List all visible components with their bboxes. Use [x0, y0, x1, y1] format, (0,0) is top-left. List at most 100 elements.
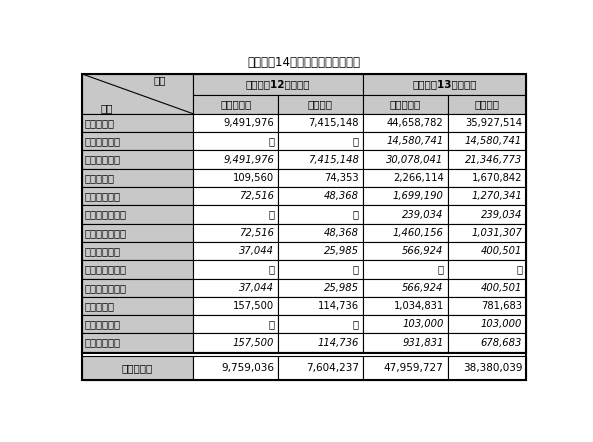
Bar: [193, 260, 278, 278]
Text: 国　　費: 国 費: [308, 99, 333, 110]
Text: －: －: [517, 264, 522, 274]
Text: 103,000: 103,000: [481, 320, 522, 329]
Bar: [193, 114, 278, 132]
Bar: [278, 150, 363, 169]
Text: 400,501: 400,501: [481, 246, 522, 256]
Bar: [363, 187, 448, 206]
Text: 48,368: 48,368: [324, 228, 359, 238]
Bar: [278, 132, 363, 150]
Text: 14,580,741: 14,580,741: [387, 136, 444, 146]
Bar: [193, 242, 278, 260]
Bar: [193, 315, 278, 334]
Text: 37,044: 37,044: [239, 246, 275, 256]
Text: 港　湾　等: 港 湾 等: [85, 301, 115, 311]
Bar: [448, 132, 526, 150]
Text: 漁港・海岸: 漁港・海岸: [85, 246, 121, 256]
Text: 合　　　計: 合 計: [122, 363, 153, 373]
Bar: [278, 334, 363, 352]
Bar: [82, 206, 193, 224]
Bar: [363, 297, 448, 315]
Bar: [448, 260, 526, 278]
Text: 25,985: 25,985: [324, 246, 359, 256]
Bar: [363, 206, 448, 224]
Bar: [82, 242, 193, 260]
Bar: [278, 278, 363, 297]
Text: 44,658,782: 44,658,782: [387, 118, 444, 128]
Bar: [448, 114, 526, 132]
Bar: [82, 224, 193, 242]
Text: 項目: 項目: [100, 103, 113, 113]
Text: 7,415,148: 7,415,148: [308, 155, 359, 164]
Bar: [448, 95, 526, 114]
Bar: [193, 132, 278, 150]
Bar: [278, 95, 363, 114]
Bar: [363, 356, 448, 380]
Bar: [82, 114, 193, 132]
Text: 1,460,156: 1,460,156: [393, 228, 444, 238]
Bar: [278, 224, 363, 242]
Text: 14,580,741: 14,580,741: [465, 136, 522, 146]
Text: 38,380,039: 38,380,039: [463, 363, 522, 373]
Text: 239,034: 239,034: [402, 210, 444, 220]
Text: 1,670,842: 1,670,842: [471, 173, 522, 183]
Bar: [363, 334, 448, 352]
Text: －: －: [353, 136, 359, 146]
Text: 直　　　轄: 直 轄: [85, 136, 121, 146]
Bar: [278, 356, 363, 380]
Bar: [363, 260, 448, 278]
Text: －: －: [353, 210, 359, 220]
Bar: [363, 132, 448, 150]
Bar: [82, 334, 193, 352]
Bar: [448, 297, 526, 315]
Bar: [193, 278, 278, 297]
Text: 157,500: 157,500: [233, 301, 275, 311]
Bar: [278, 315, 363, 334]
Bar: [193, 169, 278, 187]
Bar: [278, 297, 363, 315]
Text: －: －: [268, 320, 275, 329]
Text: 補　　　助: 補 助: [85, 283, 127, 293]
Bar: [193, 334, 278, 352]
Text: 72,516: 72,516: [239, 228, 275, 238]
Bar: [278, 169, 363, 187]
Text: 21,346,773: 21,346,773: [465, 155, 522, 164]
Bar: [82, 315, 193, 334]
Bar: [363, 74, 526, 95]
Bar: [193, 74, 363, 95]
Bar: [82, 260, 193, 278]
Bar: [363, 95, 448, 114]
Bar: [363, 242, 448, 260]
Bar: [363, 169, 448, 187]
Text: 7,415,148: 7,415,148: [308, 118, 359, 128]
Text: 103,000: 103,000: [402, 320, 444, 329]
Bar: [278, 114, 363, 132]
Bar: [82, 297, 193, 315]
Text: 37,044: 37,044: [239, 283, 275, 293]
Text: 河　川　等: 河 川 等: [85, 118, 115, 128]
Bar: [448, 278, 526, 297]
Bar: [82, 278, 193, 297]
Text: 事　業　費: 事 業 費: [390, 99, 421, 110]
Text: 114,736: 114,736: [318, 301, 359, 311]
Text: 平　成　14　年　度　公　共　土: 平 成 14 年 度 公 共 土: [247, 56, 360, 69]
Text: 直　　　轄: 直 轄: [85, 210, 127, 220]
Text: 2,266,114: 2,266,114: [393, 173, 444, 183]
Text: 事　業　費: 事 業 費: [220, 99, 251, 110]
Bar: [363, 224, 448, 242]
Bar: [278, 206, 363, 224]
Bar: [448, 206, 526, 224]
Text: 1,699,190: 1,699,190: [393, 191, 444, 201]
Text: 補　　　助: 補 助: [85, 155, 121, 164]
Text: 1,270,341: 1,270,341: [471, 191, 522, 201]
Bar: [363, 114, 448, 132]
Bar: [448, 169, 526, 187]
Text: 1,034,831: 1,034,831: [393, 301, 444, 311]
Text: －: －: [268, 264, 275, 274]
Text: －: －: [268, 210, 275, 220]
Bar: [193, 356, 278, 380]
Text: 9,491,976: 9,491,976: [224, 118, 275, 128]
Text: 国　　費: 国 費: [474, 99, 499, 110]
Bar: [278, 242, 363, 260]
Bar: [448, 150, 526, 169]
Text: 400,501: 400,501: [481, 283, 522, 293]
